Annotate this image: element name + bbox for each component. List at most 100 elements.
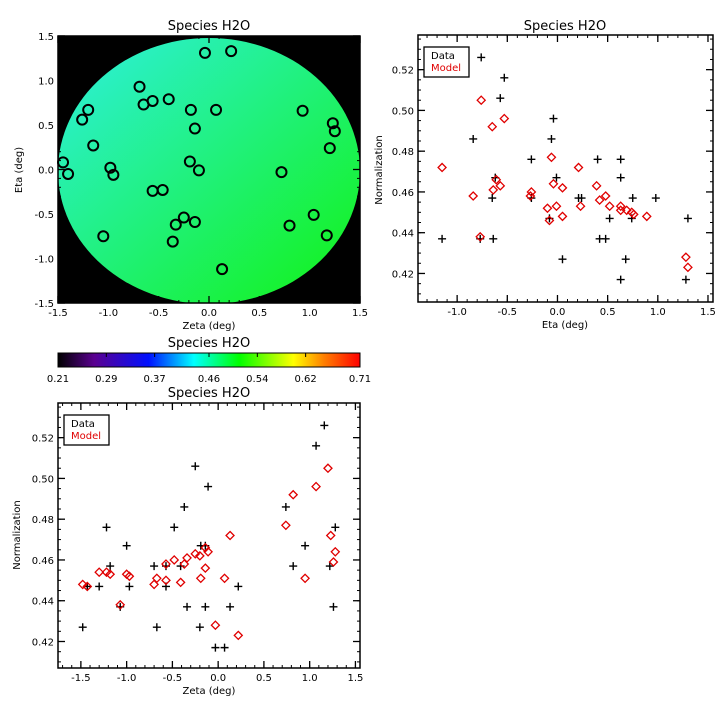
legend-model-label: Model — [431, 63, 461, 74]
model-point-diamond — [219, 573, 230, 584]
y-tick-label: 0.50 — [392, 106, 414, 117]
x-tick-label: 0.0 — [201, 308, 217, 319]
y-tick-label: 0.44 — [32, 597, 54, 608]
model-point-diamond — [468, 191, 479, 201]
data-point-plus — [106, 562, 115, 571]
model-point-diamond — [542, 203, 553, 214]
zeta-scatter-panel: Species H2O -1.5 -1.0 -0.5 0.0 0.5 1.0 1.5 0.42… — [12, 386, 363, 697]
y-tick-label: 0.0 — [38, 166, 54, 177]
model-point-diamond — [557, 211, 568, 222]
model-point-diamond — [680, 252, 691, 263]
x-tick-label: 0.0 — [210, 673, 226, 684]
model-point-diamond — [682, 262, 693, 273]
data-point-plus — [477, 53, 486, 62]
x-tick-label: -1.0 — [99, 308, 119, 319]
eta-plot-xlabel: Eta (deg) — [542, 320, 588, 331]
y-tick-label: -1.5 — [34, 299, 54, 310]
model-point-diamond — [200, 542, 211, 553]
model-point-diamond — [233, 630, 244, 641]
y-tick-label: 0.42 — [392, 269, 414, 280]
y-tick-label: -0.5 — [34, 210, 54, 221]
y-tick-label: 0.46 — [32, 556, 54, 567]
data-point-plus — [201, 602, 210, 611]
x-tick-label: -1.0 — [447, 307, 467, 318]
colorbar: Species H2O 0.21 0.29 0.37 0.46 0.54 0.62 0.71 — [47, 336, 371, 385]
model-point-diamond — [615, 201, 626, 212]
data-point-plus — [220, 643, 229, 652]
data-point-plus — [488, 194, 497, 203]
data-point-plus — [150, 562, 159, 571]
zeta-plot-title: Species H2O — [168, 386, 250, 401]
x-tick-label: -1.5 — [48, 308, 68, 319]
station-circle — [328, 125, 341, 138]
colorbar-tick-label: 0.46 — [198, 374, 220, 385]
x-tick-label: 0.5 — [251, 308, 267, 319]
data-point-plus — [234, 582, 243, 591]
y-tick-label: 0.48 — [392, 147, 414, 158]
station-circle — [184, 103, 197, 116]
model-point-diamond — [225, 530, 235, 541]
data-point-plus — [558, 255, 567, 264]
station-circle — [62, 167, 75, 180]
model-point-diamond — [628, 209, 639, 220]
data-point-plus — [601, 234, 610, 243]
legend-model-label: Model — [71, 431, 101, 442]
model-point-diamond — [499, 113, 510, 124]
colorbar-tick-label: 0.21 — [47, 374, 69, 385]
data-point-plus — [681, 275, 690, 284]
model-point-diamond — [190, 548, 201, 559]
model-point-diamond — [476, 95, 487, 106]
legend-data-label: Data — [431, 51, 455, 62]
model-point-diamond — [328, 557, 339, 567]
data-point-plus — [651, 194, 660, 203]
data-point-plus — [325, 562, 334, 571]
model-point-diamond — [546, 152, 557, 163]
x-tick-label: -1.0 — [117, 673, 137, 684]
data-point-plus — [621, 255, 630, 264]
eta-plot-legend: Data Model — [423, 46, 470, 78]
model-point-diamond — [487, 121, 498, 132]
data-point-plus — [170, 523, 179, 532]
zeta-plot-xlabel: Zeta (deg) — [183, 686, 236, 697]
station-circle — [283, 219, 296, 232]
model-point-diamond — [280, 520, 291, 531]
data-point-plus — [616, 155, 625, 164]
data-point-plus — [683, 214, 692, 223]
model-point-diamond — [475, 231, 486, 242]
map-title: Species H2O — [168, 19, 250, 34]
y-tick-label: 0.46 — [392, 188, 414, 199]
station-circle — [146, 94, 159, 107]
eta-plot-ylabel: Normalization — [374, 135, 385, 205]
x-tick-label: 0.5 — [600, 307, 616, 318]
data-point-plus — [628, 194, 637, 203]
station-circle — [326, 117, 339, 130]
model-point-diamond — [551, 201, 562, 212]
zeta-plot-ylabel: Normalization — [12, 500, 23, 570]
station-circle — [323, 142, 336, 155]
model-point-diamond — [437, 162, 448, 173]
colorbar-tick-label: 0.54 — [246, 374, 268, 385]
x-tick-label: 0.0 — [550, 307, 566, 318]
station-circle — [169, 218, 182, 231]
map-axes: -1.5 -1.0 -0.5 0.0 0.5 1.0 1.5 -1.5 -1.0 -0.5 0.0 0… — [34, 32, 367, 319]
station-circle — [183, 155, 196, 168]
model-point-diamond — [495, 180, 506, 191]
series-data — [438, 53, 692, 284]
x-tick-label: 0.5 — [256, 673, 272, 684]
data-point-plus — [331, 523, 340, 532]
data-point-plus — [312, 441, 321, 450]
data-point-plus — [577, 194, 586, 203]
map-ylabel: Eta (deg) — [14, 147, 25, 193]
y-tick-label: 0.52 — [32, 434, 54, 445]
y-tick-label: -1.0 — [34, 255, 54, 266]
station-circle — [320, 229, 333, 242]
y-tick-label: 0.50 — [32, 474, 54, 485]
eta-plot-title: Species H2O — [524, 19, 606, 34]
legend-data-label: Data — [71, 419, 95, 430]
model-point-diamond — [604, 201, 615, 212]
y-tick-label: 0.52 — [392, 66, 414, 77]
zeta-plot-legend: Data Model — [63, 414, 110, 446]
data-point-plus — [329, 602, 338, 611]
data-point-plus — [500, 73, 509, 82]
data-point-plus — [95, 582, 104, 591]
